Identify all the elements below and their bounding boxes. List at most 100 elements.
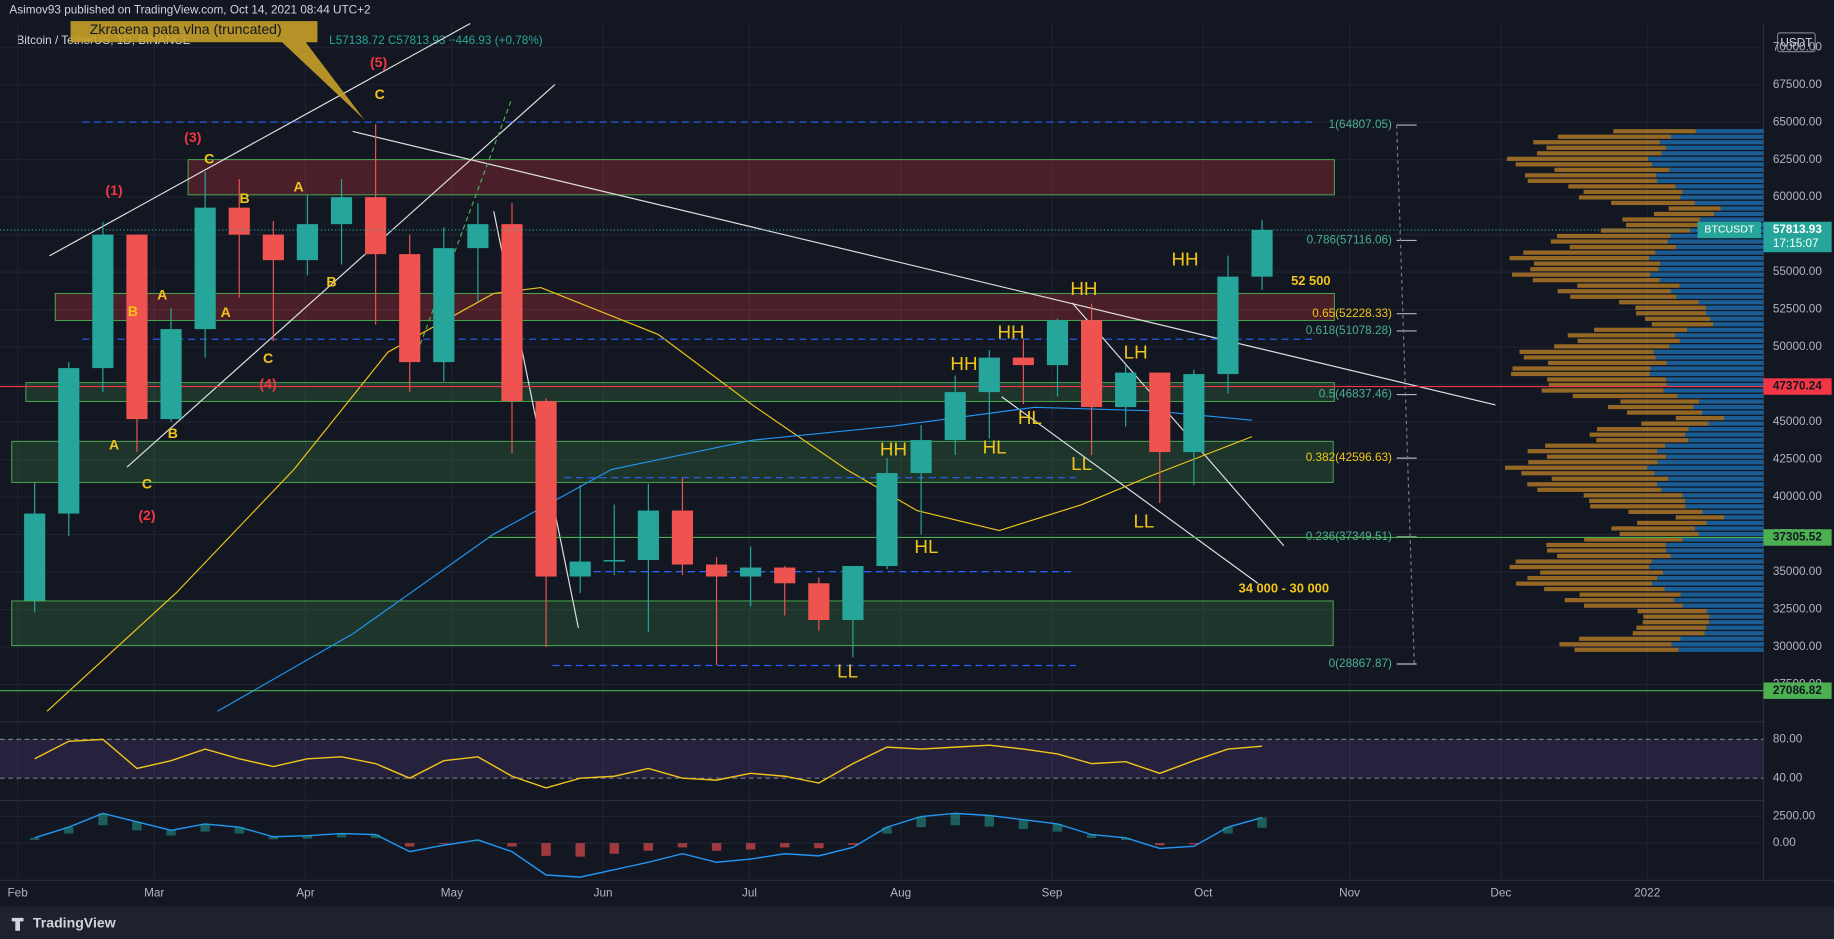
macd-bar <box>29 837 40 840</box>
volume-profile <box>1651 322 1714 327</box>
candle-body <box>433 248 455 363</box>
last-symbol-badge <box>1697 221 1762 239</box>
volume-profile <box>1568 184 1676 189</box>
volume-profile <box>1533 261 1661 266</box>
candle-body <box>58 368 80 514</box>
annotation: A <box>109 437 119 453</box>
volume-profile <box>1682 537 1764 542</box>
volume-profile <box>1583 189 1683 195</box>
volume-profile <box>1704 631 1764 636</box>
macd-bar <box>1189 843 1199 845</box>
volume-profile <box>1613 129 1696 134</box>
volume-profile <box>1584 537 1683 542</box>
volume-profile <box>1698 531 1764 537</box>
volume-profile <box>1557 289 1671 294</box>
macd-bar <box>848 843 858 845</box>
volume-profile <box>1665 443 1764 448</box>
volume-profile <box>1564 598 1675 603</box>
y-tick-label: 0.00 <box>1773 836 1796 849</box>
volume-profile <box>1647 465 1764 470</box>
currency-box[interactable] <box>1776 32 1816 53</box>
macd-bar <box>882 827 892 834</box>
trendline <box>126 84 556 468</box>
volume-profile <box>1688 427 1764 432</box>
macd-bar <box>166 830 176 836</box>
volume-profile <box>1550 239 1668 244</box>
volume-profile <box>1642 620 1710 625</box>
volume-profile <box>1620 399 1700 404</box>
volume-profile <box>1626 410 1703 415</box>
brand[interactable]: TradingView <box>33 914 116 930</box>
volume-profile <box>1657 482 1764 487</box>
currency[interactable]: USDT <box>1780 37 1812 50</box>
callout-text: Zkracena pata vlna (truncated) <box>90 21 282 37</box>
volume-profile <box>1657 575 1764 581</box>
y-tick-label: 30000.00 <box>1773 640 1822 653</box>
ohlc: L57138.72 C57813.93 +446.93 (+0.78%) <box>329 34 543 47</box>
volume-profile <box>1523 355 1656 360</box>
volume-profile <box>1674 598 1764 603</box>
volume-profile <box>1653 349 1764 355</box>
volume-profile <box>1557 233 1671 239</box>
macd-bar <box>677 843 688 848</box>
annotation: LL <box>1071 453 1092 474</box>
candle-body <box>842 566 864 621</box>
volume-profile <box>1651 162 1764 167</box>
annotation: (2) <box>138 507 155 523</box>
macd-bar <box>814 843 824 849</box>
x-tick-label: Jun <box>594 886 613 899</box>
y-tick-label: 40000.00 <box>1773 490 1822 503</box>
annotation: A <box>221 304 231 320</box>
volume-profile <box>1651 559 1764 564</box>
y-tick-label: 45000.00 <box>1773 415 1822 428</box>
brand-logo[interactable] <box>11 917 24 931</box>
volume-profile <box>1666 360 1764 366</box>
macd-bar <box>780 843 790 848</box>
volume-profile <box>1628 509 1703 514</box>
volume-profile <box>1665 145 1764 150</box>
volume-profile <box>1637 520 1707 526</box>
macd-bar <box>541 843 551 856</box>
volume-profile <box>1590 504 1686 509</box>
volume-profile <box>1649 255 1764 261</box>
fib-connector <box>1396 125 1415 665</box>
annotation: HH <box>1171 249 1198 270</box>
byline: Asimov93 published on TradingView.com, O… <box>9 4 370 17</box>
macd-bar <box>268 836 279 840</box>
volume-profile <box>1676 294 1764 299</box>
volume-profile <box>1527 449 1658 454</box>
price-badge <box>1763 378 1832 395</box>
macd-bar <box>711 843 722 851</box>
candle-body <box>365 197 387 255</box>
annotation: (1) <box>105 182 122 198</box>
volume-profile <box>1641 421 1709 426</box>
zone <box>11 600 1334 647</box>
candle-body <box>330 197 353 225</box>
zone <box>25 382 1335 402</box>
volume-profile <box>1509 564 1650 570</box>
volume-profile <box>1574 647 1679 652</box>
volume-profile <box>1659 140 1764 145</box>
candle-body <box>944 392 966 441</box>
candle-body <box>262 234 284 261</box>
y-tick-label: 40.00 <box>1773 771 1803 784</box>
volume-profile <box>1724 415 1764 421</box>
volume-profile <box>1685 498 1764 503</box>
macd-bar <box>98 813 108 826</box>
volume-profile <box>1589 432 1686 437</box>
volume-profile <box>1702 410 1764 415</box>
volume-profile <box>1632 631 1705 636</box>
volume-profile <box>1626 222 1702 228</box>
volume-profile <box>1654 471 1764 476</box>
macd-bar <box>1223 827 1233 834</box>
annotation: LL <box>837 661 858 682</box>
annotation: B <box>326 274 336 290</box>
candle-body <box>1081 320 1103 408</box>
y-tick-label: 67500.00 <box>1773 78 1822 91</box>
volume-profile <box>1680 195 1764 200</box>
y-tick-label: 62500.00 <box>1773 153 1822 166</box>
macd-bar <box>575 843 585 857</box>
trendline <box>49 22 471 257</box>
volume-profile <box>1600 228 1691 233</box>
volume-profile <box>1546 454 1667 459</box>
